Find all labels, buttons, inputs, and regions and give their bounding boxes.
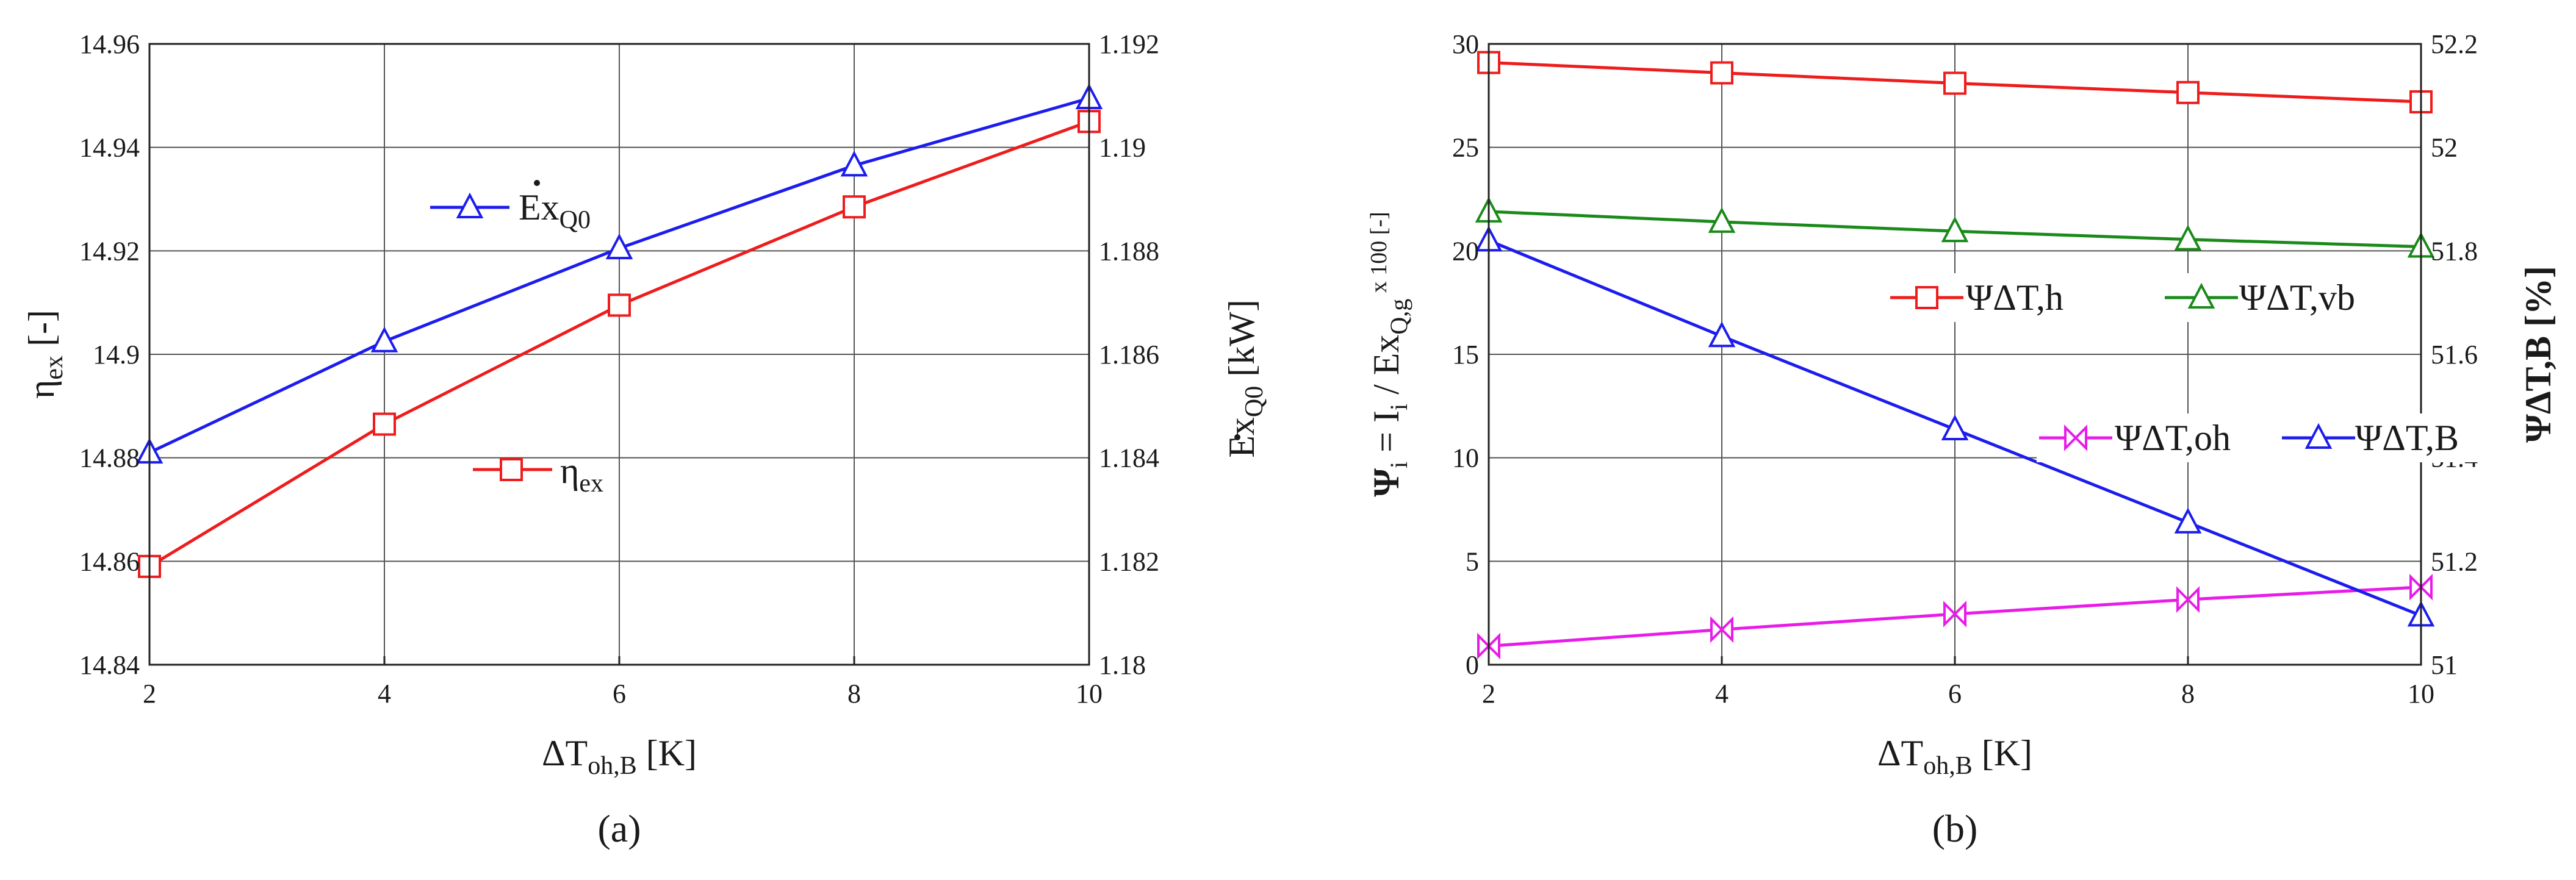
dot-accent	[534, 180, 540, 186]
data-point	[1710, 61, 1733, 85]
data-point	[370, 326, 398, 352]
y2-tick-label: 51	[2431, 650, 2458, 680]
y-tick-label: 0	[1466, 650, 1479, 680]
x-tick-label: 2	[143, 679, 156, 709]
x-axis-label: ΔToh,B [K]	[542, 733, 697, 780]
y2-tick-label: 1.182	[1099, 546, 1159, 576]
y-tick-label: 30	[1452, 29, 1479, 59]
y2-axis-label: ΨΔT,B [%]	[2518, 266, 2558, 443]
y-tick-label: 20	[1452, 236, 1479, 266]
y-tick-label: 14.9	[93, 340, 140, 370]
chart-panel-a: 2 4 6 8 10 14.84 14.86 14.88 14.9 14.92 14.94 14.96…	[21, 29, 1268, 850]
legend-marker-0	[1915, 286, 1938, 309]
data-point	[843, 195, 866, 219]
y-tick-label: 14.92	[79, 236, 140, 266]
x-tick-label: 6	[1948, 679, 1962, 709]
data-point	[1710, 616, 1733, 643]
y-tick-label: 10	[1452, 443, 1479, 473]
x-tick-label: 6	[613, 679, 626, 709]
y2-tick-label: 51.6	[2431, 340, 2478, 370]
x-tick-label: 4	[1715, 679, 1729, 709]
y-tick-label: 25	[1452, 133, 1479, 163]
data-point	[1943, 71, 1966, 95]
legend-label-3: ΨΔT,B	[2355, 418, 2459, 458]
y2-axis-label: ExQ0 [kW]	[1221, 299, 1268, 458]
data-point	[1943, 601, 1966, 628]
y2-tick-label: 1.19	[1099, 133, 1146, 163]
y-tick-label: 14.86	[79, 546, 140, 576]
x-tick-label: 10	[1076, 679, 1103, 709]
x-axis-label: ΔToh,B [K]	[1877, 733, 2032, 780]
legend-marker-1	[2187, 282, 2215, 309]
data-point	[605, 233, 633, 260]
y2-tick-label: 1.186	[1099, 340, 1159, 370]
legend-marker-ex	[456, 192, 484, 218]
x-tick-label: 8	[847, 679, 861, 709]
chart-panel-b: 2468100510152025305151.251.451.651.85252…	[1366, 29, 2558, 850]
legend-marker-3	[2304, 423, 2333, 449]
dot-accent	[1234, 434, 1240, 440]
data-point	[1941, 216, 1969, 243]
y2-tick-label: 52	[2431, 133, 2458, 163]
y-axis-label: Ψi = Ii / ExQ,g x 100 [-]	[1366, 212, 1412, 497]
y-tick-label: 14.94	[79, 133, 140, 163]
data-point	[2176, 586, 2200, 613]
data-point	[1708, 207, 1736, 233]
data-point	[2174, 507, 2202, 534]
y-tick-label: 14.96	[79, 29, 140, 59]
data-point	[840, 151, 868, 177]
y2-tick-label: 1.184	[1099, 443, 1159, 473]
legend-label-eta: ηex	[560, 451, 603, 498]
data-point	[373, 412, 396, 436]
data-point	[2176, 80, 2200, 104]
legend-label-2: ΨΔT,oh	[2115, 418, 2231, 458]
y2-tick-label: 51.2	[2431, 546, 2478, 576]
x-tick-label: 4	[378, 679, 391, 709]
y2-tick-label: 1.18	[1099, 650, 1146, 680]
y-tick-label: 14.88	[79, 443, 140, 473]
x-tick-label: 2	[1482, 679, 1495, 709]
y2-tick-label: 52.2	[2431, 29, 2478, 59]
x-tick-label: 8	[2181, 679, 2195, 709]
panel-label: (a)	[597, 807, 641, 850]
y2-tick-label: 51.8	[2431, 236, 2478, 266]
panel-label: (b)	[1932, 807, 1978, 850]
legend-label-ex: ExQ0	[519, 187, 591, 234]
data-point	[608, 293, 631, 317]
y2-tick-label: 1.188	[1099, 236, 1159, 266]
legend-marker-2	[2064, 424, 2087, 451]
data-point	[1708, 321, 1736, 348]
legend-marker-eta	[500, 458, 523, 481]
legend-label-0: ΨΔT,h	[1966, 277, 2063, 318]
data-point	[1941, 414, 1969, 441]
y-axis-label: ηex [-]	[21, 310, 68, 399]
y-tick-label: 14.84	[79, 650, 140, 680]
y2-tick-label: 1.192	[1099, 29, 1159, 59]
legend-label-1: ΨΔT,vb	[2239, 277, 2355, 318]
y-tick-label: 15	[1452, 340, 1479, 370]
data-point	[2174, 224, 2202, 251]
y-tick-label: 5	[1466, 546, 1479, 576]
x-tick-label: 10	[2408, 679, 2434, 709]
